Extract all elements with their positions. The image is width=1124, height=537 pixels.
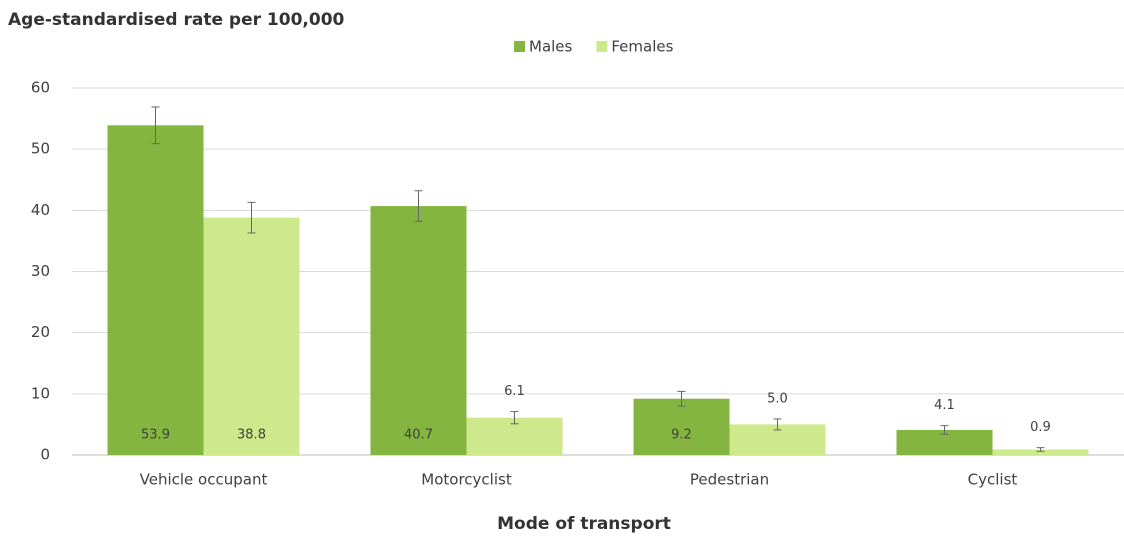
x-tick-label: Pedestrian: [690, 471, 769, 489]
bar: [107, 125, 204, 455]
y-tick-label: 0: [40, 446, 50, 464]
value-label: 0.9: [1030, 420, 1051, 435]
bar: [370, 206, 467, 455]
y-tick-label: 20: [31, 323, 50, 341]
y-tick-label: 50: [31, 140, 50, 158]
legend-label: Females: [611, 38, 673, 56]
value-label: 40.7: [404, 428, 433, 443]
x-tick-label: Vehicle occupant: [140, 471, 268, 489]
error-bar: [773, 418, 782, 431]
error-bar: [510, 411, 519, 425]
bar: [203, 217, 300, 455]
value-label: 4.1: [934, 398, 955, 413]
value-label: 5.0: [767, 391, 788, 406]
value-label: 6.1: [504, 384, 525, 399]
error-bar: [940, 425, 949, 435]
y-tick-label: 30: [31, 262, 50, 280]
legend-swatch: [514, 41, 525, 52]
legend-label: Males: [529, 38, 573, 56]
error-bar: [151, 106, 160, 145]
error-bar: [1036, 447, 1045, 452]
bar: [633, 398, 730, 455]
value-label: 38.8: [237, 428, 266, 443]
value-label: 9.2: [671, 428, 692, 443]
x-tick-label: Motorcyclist: [421, 471, 512, 489]
x-axis-label: Mode of transport: [497, 514, 671, 534]
x-tick-label: Cyclist: [968, 471, 1018, 489]
error-bar: [247, 201, 256, 234]
chart-title: Age-standardised rate per 100,000: [8, 10, 345, 30]
y-tick-label: 10: [31, 384, 50, 402]
y-tick-label: 60: [31, 79, 50, 97]
legend-swatch: [596, 41, 608, 52]
y-tick-label: 40: [31, 201, 50, 219]
bar: [992, 449, 1089, 455]
error-bar: [677, 390, 686, 407]
value-label: 53.9: [141, 428, 170, 443]
error-bar: [414, 190, 423, 222]
